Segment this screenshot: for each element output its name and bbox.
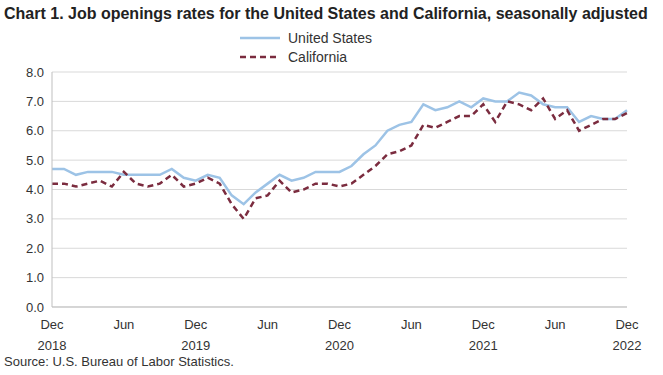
svg-text:Dec2022: Dec2022 xyxy=(613,317,642,353)
svg-text:4.0: 4.0 xyxy=(26,182,44,197)
svg-text:2.0: 2.0 xyxy=(26,241,44,256)
svg-text:Dec2020: Dec2020 xyxy=(325,317,354,353)
svg-text:Dec2021: Dec2021 xyxy=(469,317,498,353)
html-text:California: California xyxy=(288,48,348,65)
svg-text:0.0: 0.0 xyxy=(26,300,44,315)
html-text:Source: U.S. Bureau of Labor S: Source: U.S. Bureau of Labor Statistics. xyxy=(4,354,234,369)
svg-text:5.0: 5.0 xyxy=(26,153,44,168)
svg-text:Jun: Jun xyxy=(401,317,422,332)
svg-text:8.0: 8.0 xyxy=(26,65,44,80)
html-text:Chart 1. Job openings rates fo: Chart 1. Job openings rates for the Unit… xyxy=(4,5,648,22)
svg-text:7.0: 7.0 xyxy=(26,94,44,109)
svg-text:6.0: 6.0 xyxy=(26,123,44,138)
svg-text:Jun: Jun xyxy=(257,317,278,332)
svg-text:Jun: Jun xyxy=(545,317,566,332)
svg-text:Dec2019: Dec2019 xyxy=(181,317,210,353)
svg-text:1.0: 1.0 xyxy=(26,270,44,285)
svg-text:Jun: Jun xyxy=(113,317,134,332)
svg-text:3.0: 3.0 xyxy=(26,211,44,226)
html-text:United States: United States xyxy=(288,29,373,46)
svg-text:Dec2018: Dec2018 xyxy=(38,317,67,353)
